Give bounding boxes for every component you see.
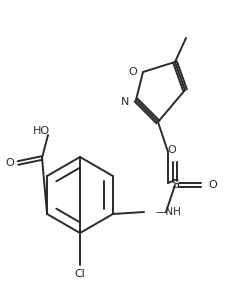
Text: N: N: [121, 97, 129, 107]
Text: HO: HO: [33, 126, 50, 136]
Text: O: O: [5, 158, 14, 168]
Text: —NH: —NH: [155, 207, 181, 217]
Text: O: O: [209, 180, 217, 190]
Text: O: O: [168, 145, 176, 155]
Text: S: S: [171, 179, 179, 192]
Text: Cl: Cl: [75, 269, 85, 279]
Text: O: O: [128, 67, 137, 77]
